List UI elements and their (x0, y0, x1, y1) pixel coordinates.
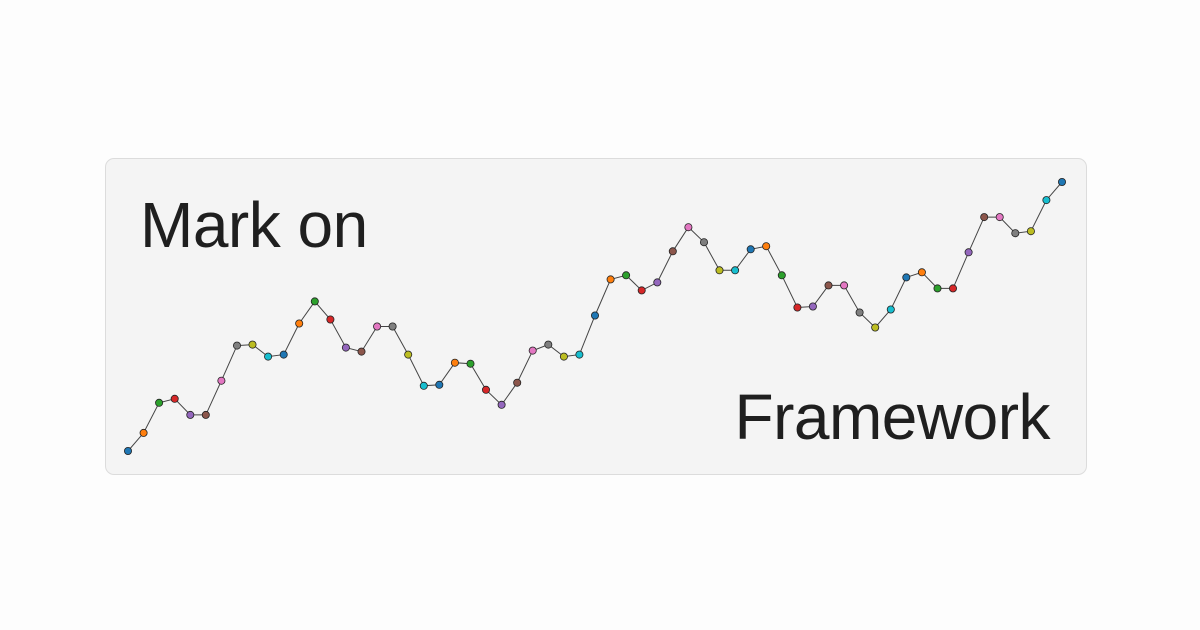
data-point (513, 378, 522, 387)
data-point (481, 385, 490, 394)
data-point (264, 352, 273, 361)
data-point (746, 245, 755, 254)
data-point (528, 346, 537, 355)
data-point (279, 350, 288, 359)
data-point (840, 281, 849, 290)
series-markers (124, 177, 1067, 455)
data-point (824, 281, 833, 290)
data-point (777, 271, 786, 280)
data-point (170, 394, 179, 403)
data-point (855, 308, 864, 317)
data-point (793, 303, 802, 312)
data-point (933, 284, 942, 293)
data-point (497, 400, 506, 409)
data-point (1042, 196, 1051, 205)
data-point (653, 278, 662, 287)
data-point (1011, 229, 1020, 238)
data-point (419, 381, 428, 390)
data-point (404, 350, 413, 359)
data-point (902, 273, 911, 282)
data-point (435, 380, 444, 389)
data-point (186, 410, 195, 419)
logo-title-line-2: Framework (734, 381, 1050, 453)
data-point (684, 223, 693, 232)
data-point (139, 428, 148, 437)
data-point (326, 315, 335, 324)
data-point (917, 268, 926, 277)
data-point (980, 213, 989, 222)
data-point (559, 352, 568, 361)
data-point (700, 238, 709, 247)
data-point (295, 319, 304, 328)
data-point (544, 340, 553, 349)
data-point (450, 358, 459, 367)
data-point (575, 350, 584, 359)
data-point (949, 284, 958, 293)
data-point (217, 376, 226, 385)
data-point (886, 305, 895, 314)
data-point (762, 242, 771, 251)
data-point (248, 340, 257, 349)
logo-title-line-1: Mark on (140, 189, 368, 261)
data-point (622, 271, 631, 280)
data-point (808, 302, 817, 311)
data-point (124, 446, 133, 455)
data-point (606, 275, 615, 284)
data-point (232, 341, 241, 350)
data-point (310, 297, 319, 306)
data-point (388, 322, 397, 331)
data-point (715, 266, 724, 275)
data-point (466, 359, 475, 368)
data-point (341, 343, 350, 352)
data-point (155, 398, 164, 407)
data-point (1058, 177, 1067, 186)
data-point (995, 213, 1004, 222)
data-point (731, 266, 740, 275)
data-point (373, 322, 382, 331)
data-point (637, 286, 646, 295)
data-point (668, 247, 677, 256)
data-point (871, 323, 880, 332)
data-point (591, 311, 600, 320)
data-point (1026, 227, 1035, 236)
data-point (357, 347, 366, 356)
data-point (964, 248, 973, 257)
data-point (201, 410, 210, 419)
